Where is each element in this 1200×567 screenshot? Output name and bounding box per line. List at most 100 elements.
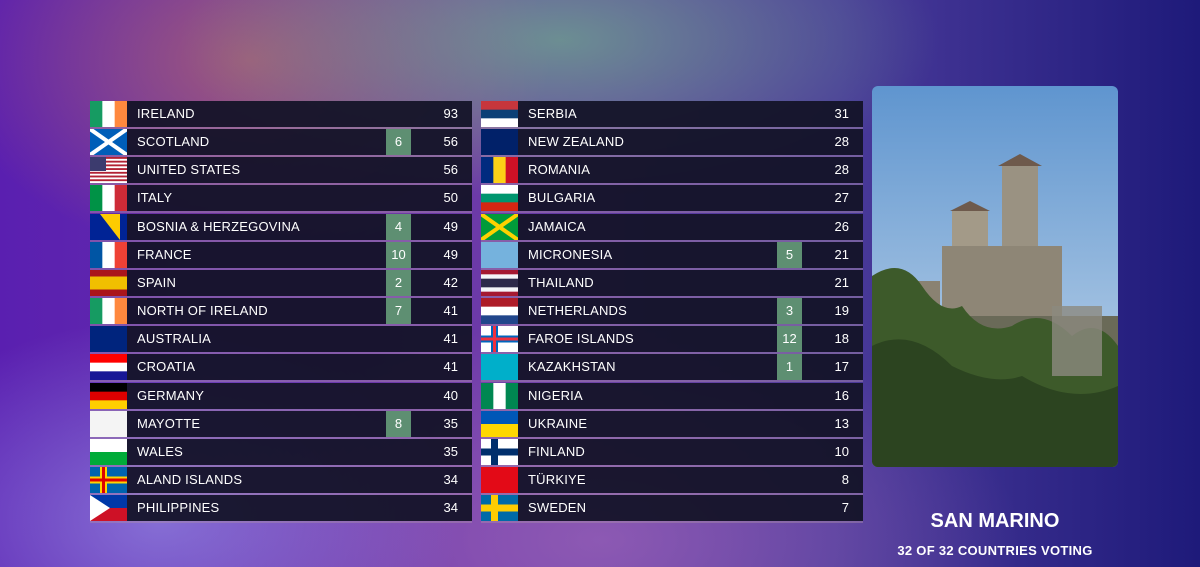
scoreboard-row: SCOTLAND 6 56 [90,129,472,158]
total-score: 16 [834,387,849,403]
total-score: 21 [834,274,849,290]
jury-name: SAN MARINO [930,510,1060,532]
scoreboard-row: IRELAND 93 [90,101,472,129]
scoreboard-row: ITALY 50 [90,185,472,214]
jury-status: 32 OF 32 COUNTRIES VOTING [897,543,1093,558]
points-awarded: 2 [386,269,411,296]
country-name: NEW ZEALAND [528,134,625,150]
points-awarded: 8 [386,410,411,437]
country-name: AUSTRALIA [137,331,212,347]
flag-shape [493,157,507,184]
country-name: FAROE ISLANDS [528,331,634,347]
flag [481,298,518,325]
total-score: 56 [443,162,458,178]
flag-shape [90,157,106,172]
scoreboard-row: NEW ZEALAND 28 [481,129,863,158]
flag-shape [481,506,518,510]
flag [481,185,518,212]
total-score: 17 [834,359,849,375]
total-score: 10 [834,443,849,459]
flag-shape [114,185,127,212]
flag [481,410,518,437]
flag [90,466,127,493]
total-score: 41 [443,303,458,319]
flag-shape [481,315,518,325]
flag-shape [481,194,518,204]
flag-shape [102,298,116,325]
flag-shape [90,269,127,277]
flag [481,438,518,465]
country-name: MICRONESIA [528,246,613,262]
total-score: 35 [443,415,458,431]
flag-shape [481,213,518,240]
flag [90,382,127,409]
flag-shape [102,185,116,212]
flag-shape [90,166,127,169]
flag [481,129,518,156]
total-score: 49 [443,246,458,262]
country-name: IRELAND [137,106,195,121]
scoreboard-row: UNITED STATES 56 [90,157,472,186]
flag-shape [481,282,518,288]
flag-shape [90,161,127,164]
flag-shape [90,168,127,171]
flag-shape [90,157,127,160]
country-name: BULGARIA [528,190,596,206]
country-name: UNITED STATES [137,162,241,178]
scoreboard-row: SPAIN 2 42 [90,269,472,298]
flag-shape [481,109,518,119]
flag [90,241,127,268]
total-score: 40 [443,387,458,403]
flag [90,495,127,522]
country-name: UKRAINE [528,415,588,431]
scoreboard-row: NORTH OF IRELAND 7 41 [90,298,472,327]
scoreboard-row: THAILAND 21 [481,269,863,298]
country-name: NIGERIA [528,387,583,403]
flag-shape [90,181,127,184]
total-score: 31 [834,106,849,121]
total-score: 13 [834,415,849,431]
country-name: NETHERLANDS [528,303,627,319]
flag [90,410,127,437]
flag [90,157,127,184]
flag-shape [90,495,110,522]
flag [481,101,518,127]
total-score: 49 [443,218,458,234]
country-name: NORTH OF IRELAND [137,303,268,319]
scoreboard-row: FRANCE 10 49 [90,241,472,270]
flag-shape [90,241,103,268]
flag-shape [481,382,494,409]
scoreboard-row: KAZAKHSTAN 1 17 [481,354,863,383]
country-name: ITALY [137,190,173,206]
flag [481,382,518,409]
flag [481,241,518,268]
total-score: 41 [443,359,458,375]
points-awarded: 4 [386,213,411,240]
flag [481,213,518,240]
country-name: GERMANY [137,387,205,403]
scoreboard-row: JAMAICA 26 [481,213,863,242]
country-name: SPAIN [137,274,177,290]
flag-shape [493,382,507,409]
total-score: 21 [834,246,849,262]
total-score: 18 [834,331,849,347]
flag-shape [114,241,127,268]
flag-shape [90,162,127,166]
scoreboard-row: UKRAINE 13 [481,410,863,439]
flag-shape [90,185,103,212]
flag-shape [90,174,127,177]
flag-shape [90,363,127,373]
total-score: 28 [834,162,849,178]
total-score: 35 [443,443,458,459]
flag-shape [90,129,127,156]
total-score: 27 [834,190,849,206]
flag-shape [481,129,518,156]
flag [90,298,127,325]
flag-shape [90,289,127,296]
scoreboard-row: GERMANY 40 [90,382,472,411]
scoreboard-row: TÜRKIYE 8 [481,466,863,495]
scoreboard-row: BOSNIA & HERZEGOVINA 4 49 [90,213,472,242]
flag-shape [481,287,518,293]
flag-shape [90,282,127,290]
flag [481,495,518,522]
